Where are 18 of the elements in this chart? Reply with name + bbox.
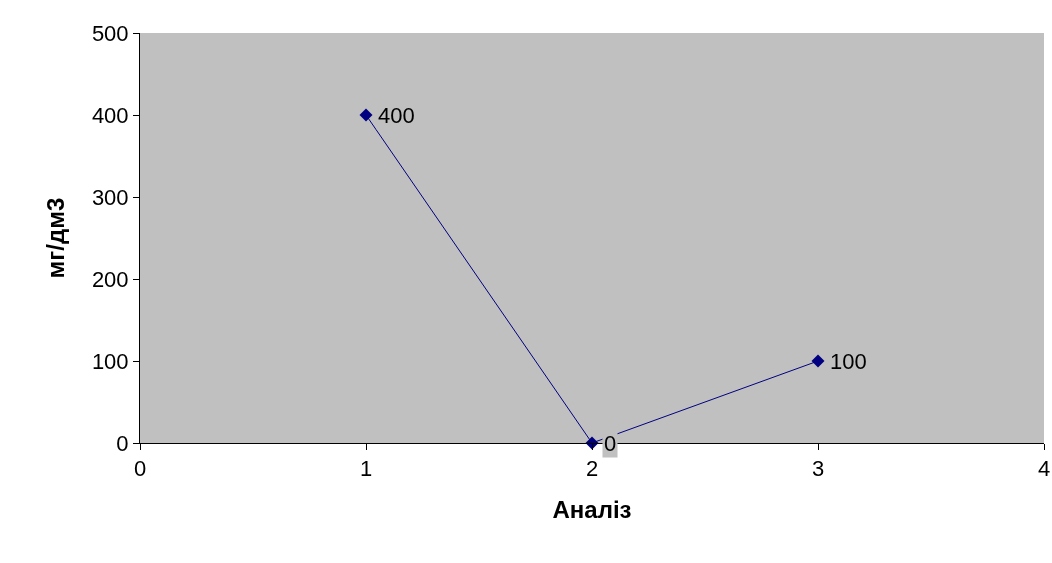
data-label: 400 <box>378 103 415 128</box>
y-tick-label: 0 <box>116 430 129 456</box>
y-tick-label: 200 <box>91 266 129 292</box>
data-label: 0 <box>604 431 617 456</box>
y-tick-label: 100 <box>91 348 129 374</box>
y-tick-label: 400 <box>91 102 129 128</box>
x-tick-label: 1 <box>359 456 373 482</box>
y-axis-title: мг/дм3 <box>41 197 69 279</box>
y-tick-label: 500 <box>91 20 129 46</box>
point <box>811 354 825 368</box>
point <box>359 108 373 122</box>
x-axis-title: Аналіз <box>552 495 632 523</box>
x-tick-label: 4 <box>1037 456 1051 482</box>
x-tick-label: 0 <box>133 456 147 482</box>
y-tick-label: 300 <box>91 184 129 210</box>
x-tick-label: 2 <box>585 456 599 482</box>
data-label: 100 <box>830 349 867 374</box>
x-tick-label: 3 <box>811 456 825 482</box>
